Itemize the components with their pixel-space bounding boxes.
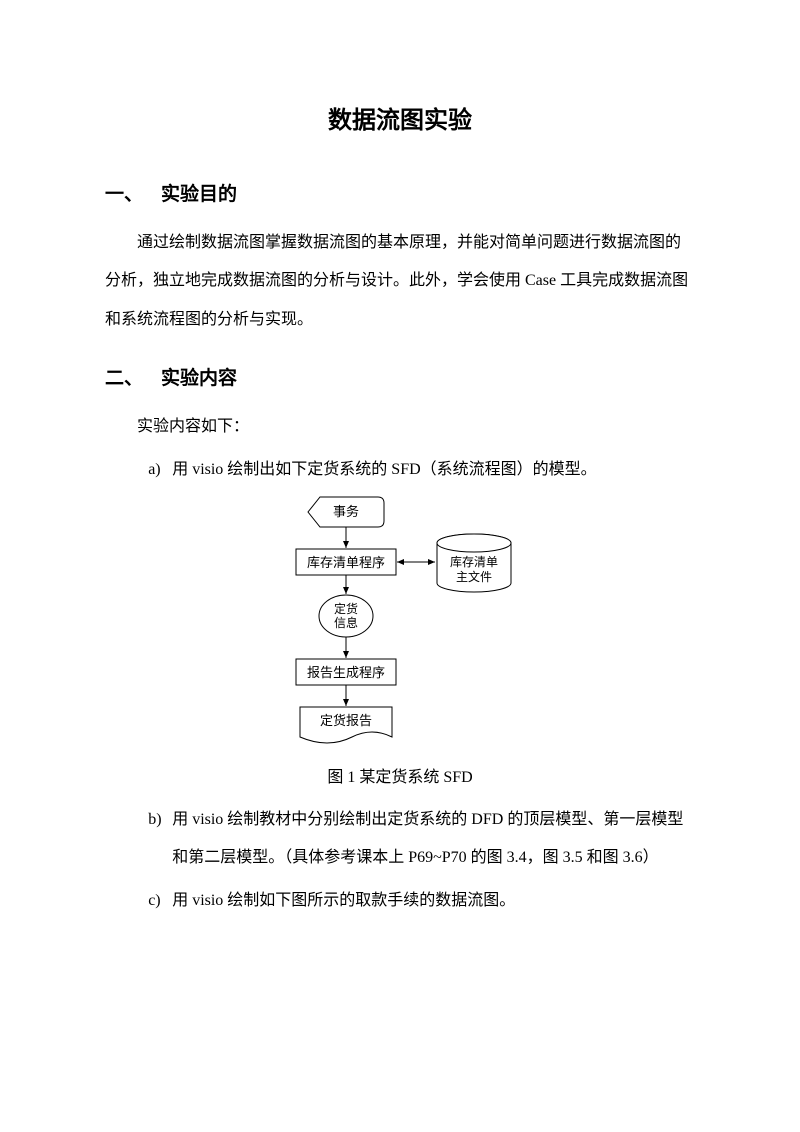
list-marker-c: c)	[148, 882, 172, 920]
sfd-diagram: 事务 库存清单程序 库存清单 主文件 定货 信息	[105, 493, 695, 753]
section-1-paragraph: 通过绘制数据流图掌握数据流图的基本原理，并能对简单问题进行数据流图的分析，独立地…	[105, 224, 695, 339]
section-1-heading: 一、实验目的	[105, 179, 695, 206]
master-file-label-1: 库存清单	[450, 554, 498, 569]
order-report-label: 定货报告	[320, 713, 372, 728]
page-title: 数据流图实验	[105, 100, 695, 135]
section-1-num: 一、	[105, 179, 143, 206]
list-item-b: b)用 visio 绘制教材中分别绘制出定货系统的 DFD 的顶层模型、第一层模…	[140, 801, 695, 878]
report-program-label: 报告生成程序	[307, 665, 385, 680]
section-1-label: 实验目的	[161, 184, 237, 205]
list-item-a: a)用 visio 绘制出如下定货系统的 SFD（系统流程图）的模型。	[140, 451, 695, 489]
list-item-c: c)用 visio 绘制如下图所示的取款手续的数据流图。	[140, 882, 695, 920]
transaction-label: 事务	[333, 504, 359, 519]
section-2-label: 实验内容	[161, 368, 237, 389]
list-text-b: 用 visio 绘制教材中分别绘制出定货系统的 DFD 的顶层模型、第一层模型和…	[172, 811, 683, 866]
list-marker-b: b)	[148, 801, 172, 839]
list-text-c: 用 visio 绘制如下图所示的取款手续的数据流图。	[172, 892, 515, 909]
master-file-label-2: 主文件	[456, 569, 492, 584]
list-text-a: 用 visio 绘制出如下定货系统的 SFD（系统流程图）的模型。	[172, 461, 596, 478]
order-info-node: 定货 信息	[319, 595, 373, 637]
inventory-program-node: 库存清单程序	[296, 549, 396, 575]
report-program-node: 报告生成程序	[296, 659, 396, 685]
inventory-program-label: 库存清单程序	[307, 555, 385, 570]
transaction-node: 事务	[308, 497, 384, 527]
order-info-label-1: 定货	[334, 601, 358, 616]
section-2-intro: 实验内容如下：	[105, 408, 695, 446]
section-2-num: 二、	[105, 363, 143, 390]
master-file-node: 库存清单 主文件	[437, 534, 511, 592]
order-info-label-2: 信息	[334, 615, 358, 630]
list-marker-a: a)	[148, 451, 172, 489]
order-report-node: 定货报告	[300, 707, 392, 743]
section-2-heading: 二、实验内容	[105, 363, 695, 390]
diagram-caption: 图 1 某定货系统 SFD	[105, 763, 695, 787]
